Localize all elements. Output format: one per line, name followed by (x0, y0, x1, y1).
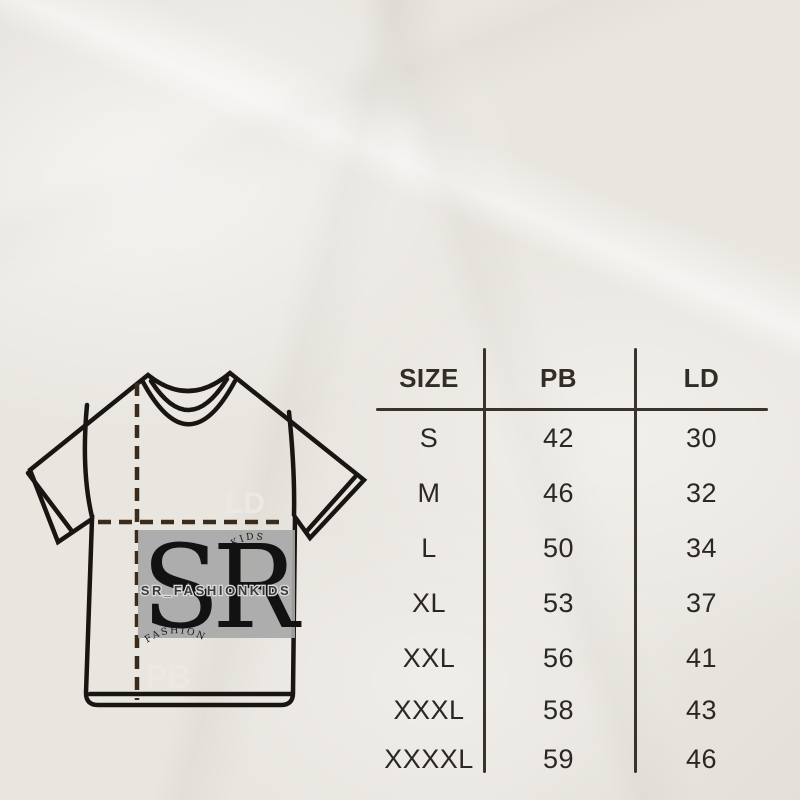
pb-cell: 50 (542, 533, 575, 563)
table-divider-vertical-1 (483, 348, 486, 773)
ld-cell: 30 (685, 423, 718, 453)
size-cell: XXL (402, 643, 456, 673)
size-table: SIZE PB LD S 42 30 M 46 32 L 50 34 XL 53 (375, 348, 769, 796)
watermark-box (138, 530, 295, 638)
collar-arc-outer (140, 378, 238, 427)
table-row: XXXL 58 43 (375, 686, 769, 735)
tshirt-illustration: SR KIDS SR_FASHIONKIDS FASHION LD PB (25, 370, 368, 708)
ld-cell: 34 (685, 533, 718, 563)
ld-cell: 43 (685, 695, 718, 725)
watermark: SR KIDS SR_FASHIONKIDS FASHION (138, 521, 310, 655)
left-sleeve-seam (82, 402, 95, 520)
size-cell: M (417, 478, 441, 508)
table-row: L 50 34 (375, 521, 769, 576)
size-cell: XL (411, 588, 447, 618)
size-cell: XXXL (393, 695, 465, 725)
col-header-size: SIZE (399, 363, 459, 393)
left-cuff-line (25, 470, 74, 533)
ld-cell: 46 (685, 744, 718, 774)
watermark-brand-text: SR_FASHIONKIDS (141, 583, 292, 598)
pb-cell: 56 (542, 643, 575, 673)
ld-cell: 41 (685, 643, 718, 673)
table-row: XXXXL 59 46 (375, 735, 769, 784)
watermark-monogram: SR (141, 521, 302, 655)
size-cell: S (419, 423, 439, 453)
ld-cell: 32 (685, 478, 718, 508)
table-row: S 42 30 (375, 411, 769, 466)
pb-cell: 46 (542, 478, 575, 508)
table-row: XL 53 37 (375, 576, 769, 631)
pb-cell: 53 (542, 588, 575, 618)
size-cell: L (421, 533, 437, 563)
table-row: M 46 32 (375, 466, 769, 521)
table-divider-vertical-2 (634, 348, 637, 773)
width-label-ld: LD (225, 487, 265, 520)
collar-arc-inner (148, 376, 230, 413)
col-header-pb: PB (539, 363, 578, 393)
size-cell: XXXXL (384, 744, 474, 774)
table-header-underline (376, 408, 768, 411)
table-header-row: SIZE PB LD (375, 348, 769, 408)
ld-cell: 37 (685, 588, 718, 618)
right-sleeve-seam (286, 409, 297, 518)
col-header-ld: LD (683, 363, 720, 393)
table-body: S 42 30 M 46 32 L 50 34 XL 53 37 XXL 56 (375, 411, 769, 784)
table-row: XXL 56 41 (375, 631, 769, 686)
pb-cell: 42 (542, 423, 575, 453)
tshirt-body (27, 370, 368, 708)
length-label-pb: PB (145, 658, 191, 695)
right-cuff-line (303, 474, 358, 535)
pb-cell: 58 (542, 695, 575, 725)
pb-cell: 59 (542, 744, 575, 774)
